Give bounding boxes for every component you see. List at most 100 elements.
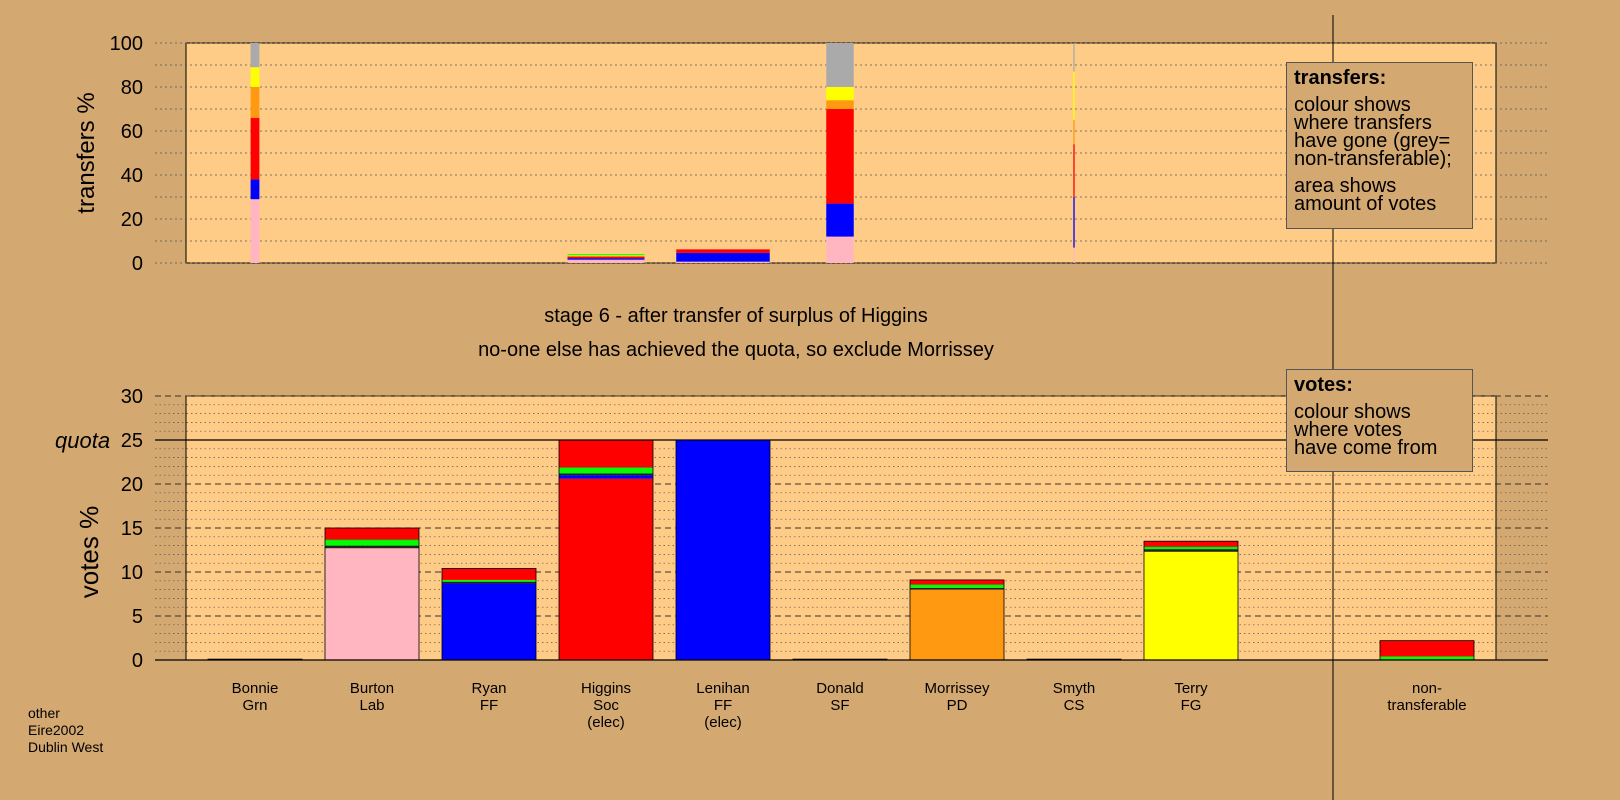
candidate-labels: BonnieGrnBurtonLabRyanFFHigginsSoc(elec)… [232, 680, 1467, 731]
votes-bar-segment [325, 548, 419, 660]
transfers-bar-segment [826, 236, 854, 263]
votes-bar-segment [676, 440, 770, 660]
candidate-label: PD [947, 697, 968, 714]
candidate-label: FF [480, 697, 498, 714]
votes-bar-segment [325, 528, 419, 540]
candidate-label: Morrissey [924, 680, 990, 697]
transfers-bar-segment [250, 43, 260, 68]
source-line: Dublin West [28, 739, 104, 755]
votes-bar-segment [1144, 549, 1238, 552]
transfers-bar-segment [567, 259, 645, 263]
transfers-bar-segment [250, 179, 260, 200]
nontransferable-label: non- [1412, 680, 1442, 697]
transfers-bar-segment [1073, 247, 1075, 263]
votes-y-ticks: 0 5 10 15 20 25 30 [121, 386, 143, 672]
votes-legend-line: colour shows [1294, 401, 1411, 423]
candidate-label: Ryan [471, 680, 506, 697]
transfers-legend-line: have gone (grey= [1294, 130, 1451, 152]
transfers-bar-segment [250, 87, 260, 118]
stage-title: stage 6 - after transfer of surplus of H… [544, 305, 928, 327]
candidate-label: Grn [242, 697, 267, 714]
votes-bar-segment [1380, 640, 1474, 657]
transfers-bar-segment [676, 249, 770, 253]
transfers-bar-segment [1073, 43, 1075, 72]
transfers-legend-line: colour shows [1294, 94, 1411, 116]
candidate-label: Donald [816, 680, 864, 697]
transfers-bar-segment [826, 203, 854, 237]
votes-legend-line: have come from [1294, 437, 1438, 459]
transfers-legend-line: where transfers [1294, 112, 1432, 134]
transfers-y-axis-label: transfers % [73, 92, 100, 213]
votes-bars [207, 439, 1475, 661]
candidate-label: Higgins [581, 680, 631, 697]
stage-subtitle: no-one else has achieved the quota, so e… [478, 339, 994, 361]
transfers-legend-text: colour shows where transfers have gone (… [1294, 94, 1464, 170]
votes-y-tick-label: 30 [121, 386, 143, 408]
votes-y-axis-label: votes % [74, 506, 104, 599]
transfers-y-tick-label: 80 [121, 77, 143, 99]
candidate-label: FG [1181, 697, 1202, 714]
transfers-legend-text-2: area shows amount of votes [1294, 175, 1464, 215]
votes-bar-segment [1144, 541, 1238, 547]
transfers-y-tick-label: 20 [121, 209, 143, 231]
candidate-label: (elec) [587, 714, 625, 731]
votes-legend-title: votes: [1294, 374, 1353, 396]
votes-bar-segment [1144, 547, 1238, 550]
transfers-bar-segment [250, 117, 260, 180]
transfers-bar-segment [567, 254, 645, 256]
votes-bar-segment [559, 440, 653, 468]
votes-y-tick-label: 5 [132, 606, 143, 628]
votes-bar-segment [442, 583, 536, 660]
votes-y-tick-label: 20 [121, 474, 143, 496]
candidate-label: Smyth [1053, 680, 1096, 697]
transfers-bars [250, 43, 1075, 263]
transfers-y-tick-label: 40 [121, 165, 143, 187]
votes-legend-line: where votes [1294, 419, 1402, 441]
votes-bar-segment [910, 579, 1004, 585]
transfers-legend-title: transfers: [1294, 67, 1387, 89]
source-line: Eire2002 [28, 722, 85, 738]
votes-legend-box: votes: colour shows where votes have com… [1286, 369, 1473, 472]
candidate-label: Bonnie [232, 680, 279, 697]
transfers-bar-segment [826, 109, 854, 204]
transfers-bar-segment [567, 256, 645, 259]
votes-bar-segment [910, 589, 1004, 660]
transfers-bar-segment [676, 252, 770, 262]
votes-legend-text: colour shows where votes have come from [1294, 401, 1464, 459]
candidate-label: CS [1064, 697, 1085, 714]
candidate-label: Burton [350, 680, 394, 697]
votes-bar-segment [1380, 656, 1474, 660]
votes-y-tick-label: 15 [121, 518, 143, 540]
votes-bar-segment [1144, 551, 1238, 660]
transfers-bar-segment [826, 100, 854, 109]
transfers-bar-segment [1073, 197, 1075, 248]
votes-y-tick-label: 10 [121, 562, 143, 584]
votes-bar-segment [559, 467, 653, 469]
transfers-bar-segment [826, 87, 854, 101]
transfers-legend-line: amount of votes [1294, 193, 1437, 215]
transfers-bar-segment [1073, 71, 1075, 120]
votes-bar-segment [910, 587, 1004, 590]
candidate-label: FF [714, 697, 732, 714]
transfers-y-tick-label: 0 [132, 253, 143, 275]
transfers-bar-segment [567, 255, 645, 257]
transfers-bar-segment [1073, 120, 1075, 145]
votes-y-tick-label: 0 [132, 650, 143, 672]
candidate-label: SF [830, 697, 849, 714]
candidate-label: Soc [593, 697, 619, 714]
nontransferable-label: transferable [1387, 697, 1466, 714]
transfers-bar-segment [250, 67, 260, 87]
transfers-legend-line: area shows [1294, 175, 1397, 197]
votes-bar-segment [559, 468, 653, 474]
candidate-label: Lab [359, 697, 384, 714]
votes-bar-segment [325, 545, 419, 549]
votes-bar-segment [559, 475, 653, 479]
candidate-label: Lenihan [696, 680, 749, 697]
transfers-bar-segment [250, 199, 260, 263]
transfers-legend-line: non-transferable); [1294, 148, 1452, 170]
transfers-bar-segment [1073, 144, 1075, 197]
transfers-bar-segment [676, 261, 770, 263]
transfers-y-ticks: 0 20 40 60 80 100 [110, 33, 143, 275]
transfers-y-tick-label: 60 [121, 121, 143, 143]
votes-y-tick-label: 25 [121, 430, 143, 452]
